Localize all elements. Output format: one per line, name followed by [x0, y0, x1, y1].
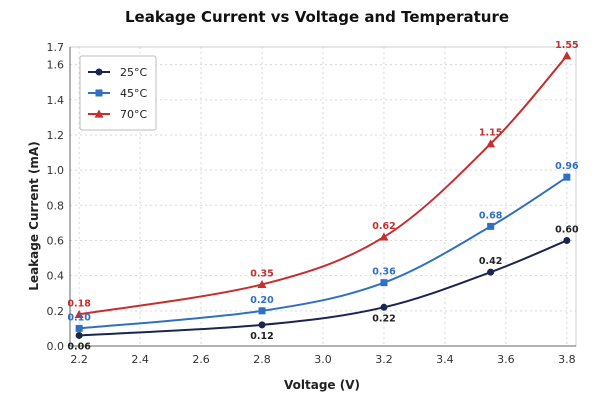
legend-label-25c: 25°C — [120, 66, 147, 79]
data-labels: 0.06 0.12 0.22 0.42 0.60 0.10 0.20 0.36 0.68 0.96… — [67, 40, 579, 353]
y-tick-label: 0.0 — [47, 340, 65, 353]
data-point-45c — [75, 324, 83, 332]
y-tick-label: 1.0 — [47, 164, 65, 177]
y-tick-label: 1.6 — [47, 59, 65, 72]
data-label-70c: 1.55 — [555, 40, 578, 51]
data-point-25c — [75, 331, 83, 339]
data-label-25c: 0.22 — [372, 313, 395, 324]
data-label-45c: 0.10 — [67, 312, 91, 323]
y-tick-label: 0.2 — [47, 305, 65, 318]
legend-label-45c: 45°C — [120, 87, 147, 100]
x-tick-label: 2.8 — [253, 353, 271, 366]
data-label-70c: 1.15 — [479, 128, 502, 139]
series-line-45c — [79, 176, 568, 330]
series-25c — [75, 236, 571, 339]
data-label-70c: 0.62 — [372, 221, 395, 232]
y-tick-label: 1.4 — [47, 94, 65, 107]
legend-marker-45c — [95, 89, 103, 97]
data-label-45c: 0.20 — [250, 295, 274, 306]
y-tick-label: 0.6 — [47, 234, 65, 247]
y-tick-label: 0.4 — [47, 270, 65, 283]
data-point-25c — [380, 303, 388, 311]
data-label-25c: 0.06 — [67, 341, 91, 352]
legend: 25°C 45°C 70°C — [79, 55, 157, 131]
series-line-25c — [79, 239, 568, 337]
data-label-70c: 0.35 — [250, 268, 273, 279]
x-tick-label: 3.0 — [314, 353, 332, 366]
data-label-45c: 0.36 — [372, 267, 396, 278]
data-point-45c — [380, 279, 388, 287]
series-70c — [74, 51, 572, 318]
data-label-70c: 0.18 — [67, 298, 91, 309]
data-label-25c: 0.60 — [555, 224, 579, 235]
legend-item-45c: 45°C — [88, 87, 147, 100]
data-point-70c — [486, 139, 496, 148]
x-tick-label: 2.2 — [70, 353, 88, 366]
data-point-70c — [257, 279, 267, 289]
x-tick-label: 3.4 — [436, 353, 454, 366]
legend-marker-70c — [94, 109, 104, 118]
legend-item-70c: 70°C — [88, 108, 147, 121]
x-tick-label: 3.2 — [375, 353, 393, 366]
y-axis-title: Leakage Current (mA) — [27, 141, 41, 290]
x-tick-label: 3.6 — [497, 353, 515, 366]
legend-label-70c: 70°C — [120, 108, 147, 121]
y-tick-label: 1.7 — [47, 41, 65, 54]
data-point-45c — [487, 222, 495, 230]
legend-item-25c: 25°C — [88, 66, 147, 79]
data-point-70c — [379, 232, 389, 241]
x-tick-label: 2.4 — [131, 353, 149, 366]
data-label-25c: 0.12 — [250, 331, 273, 342]
chart-title: Leakage Current vs Voltage and Temperatu… — [125, 8, 509, 26]
legend-marker-25c — [95, 68, 103, 76]
series-line-70c — [78, 55, 568, 316]
data-point-45c — [563, 173, 571, 181]
x-tick-label: 3.8 — [558, 353, 576, 366]
x-axis-title: Voltage (V) — [284, 378, 360, 392]
data-point-70c — [562, 51, 572, 60]
y-tick-label: 0.8 — [47, 199, 65, 212]
data-point-25c — [258, 321, 266, 329]
data-point-25c — [563, 236, 571, 244]
data-point-25c — [487, 268, 495, 276]
data-label-45c: 0.68 — [479, 210, 503, 221]
axes: 0.0 0.2 0.4 0.6 0.8 1.0 1.2 1.4 1.6 1.7 2.2 2.4 2.6 2… — [47, 41, 577, 366]
y-tick-label: 1.2 — [47, 129, 65, 142]
x-tick-label: 2.6 — [192, 353, 210, 366]
data-label-25c: 0.42 — [479, 256, 502, 267]
data-point-70c — [74, 309, 84, 318]
series-layer — [74, 51, 572, 339]
series-45c — [75, 173, 571, 332]
data-label-45c: 0.96 — [555, 161, 579, 172]
data-point-45c — [258, 307, 266, 315]
